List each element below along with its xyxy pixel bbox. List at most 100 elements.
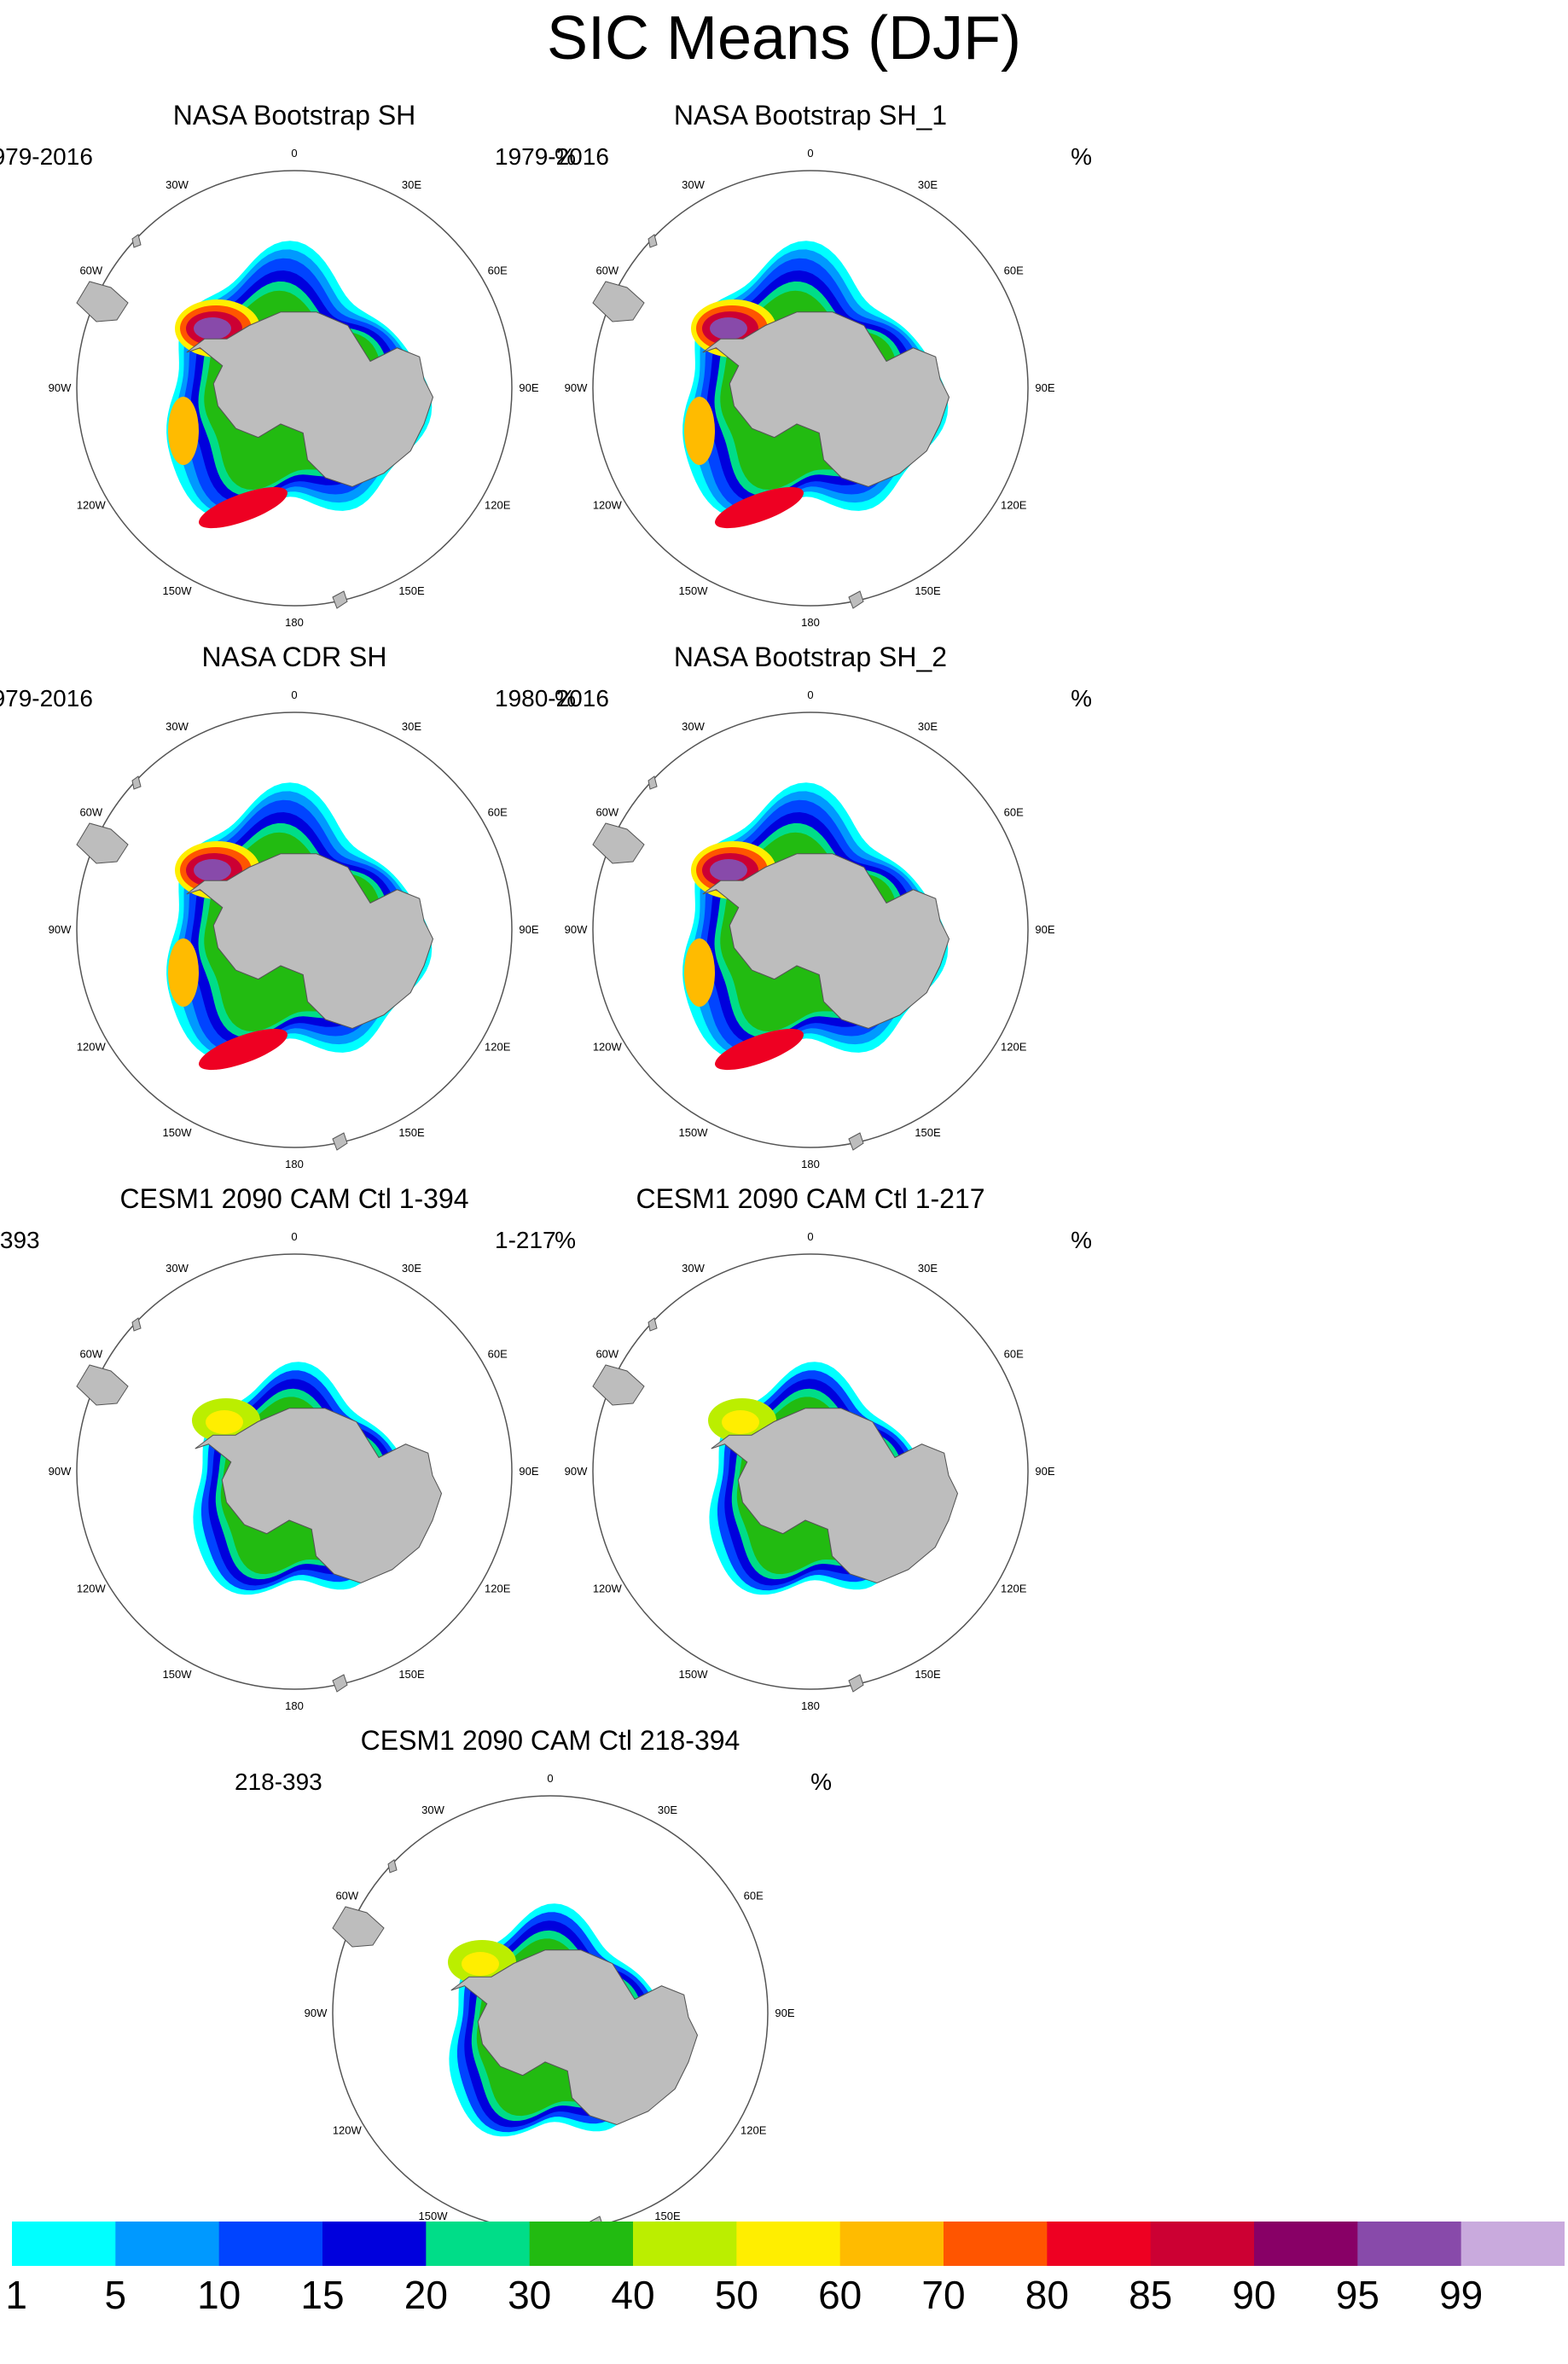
longitude-label: 90E <box>775 2007 794 2019</box>
longitude-label: 0 <box>807 688 813 701</box>
longitude-label: 180 <box>285 616 304 629</box>
south-america-land <box>76 822 129 864</box>
antarctica-land <box>450 1949 699 2126</box>
polar-map: 0 30E 60E 90E 120E 150E 180 150W 120W 90W 60W 30W <box>565 688 1055 1170</box>
colorbar-tick-label: 40 <box>611 2273 655 2317</box>
longitude-label: 30E <box>402 720 421 733</box>
panel-period: 1979-2016 <box>0 143 93 170</box>
longitude-label: 120E <box>485 499 511 512</box>
colorbar-bin <box>1150 2222 1255 2266</box>
longitude-label: 30E <box>918 1262 938 1275</box>
longitude-label: 60E <box>1004 806 1024 819</box>
longitude-label: 60E <box>488 264 508 277</box>
map-boundary <box>76 712 513 1148</box>
longitude-label: 60W <box>595 806 618 819</box>
longitude-label: 60E <box>488 806 508 819</box>
sic-contour <box>684 938 715 1007</box>
map-panel: NASA Bootstrap SH_2 1980-2016% 0 30E 60E 90E 1… <box>495 640 1126 1170</box>
new-zealand-land <box>848 590 864 609</box>
map-panel: CESM1 2090 CAM Ctl 1-394 1-393% 0 30E 60E 90E… <box>0 1182 610 1712</box>
colorbar-tick-label: 1 <box>5 2273 27 2317</box>
colorbar-tick-label: 90 <box>1232 2273 1276 2317</box>
island-land <box>131 775 142 790</box>
colorbar-bin <box>1357 2222 1462 2266</box>
colorbar-tick-label: 99 <box>1439 2273 1484 2317</box>
longitude-label: 120W <box>593 1041 623 1054</box>
south-america-land <box>592 822 645 864</box>
colorbar-tick-label: 60 <box>818 2273 862 2317</box>
sic-contour <box>710 859 747 881</box>
sic-contour <box>684 397 715 465</box>
longitude-label: 60E <box>744 1890 764 1902</box>
longitude-label: 60E <box>1004 264 1024 277</box>
panel-unit: % <box>1071 143 1092 170</box>
sic-contour <box>462 1952 499 1976</box>
antarctica-land <box>702 311 950 488</box>
colorbar-bin <box>1461 2222 1565 2266</box>
colorbar-bin <box>426 2222 531 2266</box>
longitude-label: 60W <box>79 1348 102 1361</box>
longitude-label: 30E <box>918 178 938 191</box>
longitude-label: 30E <box>402 1262 421 1275</box>
panel-title: NASA CDR SH <box>201 642 387 672</box>
longitude-label: 90E <box>1035 1465 1054 1478</box>
colorbar-tick-label: 50 <box>714 2273 758 2317</box>
longitude-label: 120E <box>1001 499 1027 512</box>
longitude-label: 0 <box>291 1230 297 1243</box>
longitude-label: 180 <box>801 1158 820 1170</box>
longitude-label: 0 <box>807 1230 813 1243</box>
longitude-label: 30E <box>658 1803 677 1816</box>
longitude-label: 30W <box>166 178 189 191</box>
longitude-label: 150E <box>398 1668 425 1681</box>
longitude-label: 0 <box>291 688 297 701</box>
colorbar-tick-label: 85 <box>1129 2273 1173 2317</box>
longitude-label: 150W <box>679 584 709 597</box>
panel-period: 1980-2016 <box>495 685 609 712</box>
longitude-label: 120W <box>333 2124 363 2137</box>
longitude-label: 60W <box>79 806 102 819</box>
colorbar-tick-label: 70 <box>921 2273 966 2317</box>
antarctica-land <box>186 853 434 1030</box>
sic-contour <box>199 486 287 529</box>
longitude-label: 90W <box>49 1465 72 1478</box>
panel-period: 218-393 <box>235 1769 322 1795</box>
map-boundary <box>592 1253 1029 1690</box>
longitude-label: 180 <box>801 616 820 629</box>
longitude-label: 30W <box>682 720 705 733</box>
colorbar-bin <box>12 2222 116 2266</box>
antarctica-land <box>186 311 434 488</box>
new-zealand-land <box>332 590 348 609</box>
longitude-label: 150E <box>915 584 941 597</box>
longitude-label: 120E <box>485 1041 511 1054</box>
sic-contour <box>168 397 199 465</box>
colorbar-tick-label: 95 <box>1335 2273 1379 2317</box>
longitude-label: 120E <box>1001 1041 1027 1054</box>
sic-contour <box>710 317 747 340</box>
panel-title: NASA Bootstrap SH_2 <box>673 642 948 672</box>
map-panel: CESM1 2090 CAM Ctl 1-217 1-217% 0 30E 60E 90E… <box>495 1182 1126 1712</box>
colorbar-labels: 1 5 10 15 20 30 40 50 60 70 80 85 90 95 99 <box>0 2271 1568 2322</box>
longitude-label: 30W <box>166 1262 189 1275</box>
panel-unit: % <box>555 685 576 712</box>
longitude-label: 60W <box>595 1348 618 1361</box>
panel-unit: % <box>555 143 576 170</box>
south-america-land <box>76 281 129 322</box>
longitude-label: 120W <box>593 499 623 512</box>
panel-unit: % <box>1071 1227 1092 1253</box>
polar-map: 0 30E 60E 90E 120E 150E 180 150W 120W 90W 60W 30W <box>565 1230 1055 1712</box>
antarctica-land <box>195 1408 443 1584</box>
longitude-label: 90W <box>305 2007 328 2019</box>
panel-period: 1-217 <box>495 1227 556 1253</box>
longitude-label: 120E <box>485 1583 511 1595</box>
sic-contour <box>715 1028 804 1071</box>
longitude-label: 60W <box>79 264 102 277</box>
colorbar-tick-label: 80 <box>1025 2273 1069 2317</box>
longitude-label: 30E <box>402 178 421 191</box>
colorbar-tick-label: 30 <box>508 2273 552 2317</box>
longitude-label: 90E <box>519 1465 538 1478</box>
map-panel: NASA Bootstrap SH_1 1979-2016% 0 30E 60E 90E 1… <box>495 98 1126 629</box>
longitude-label: 150W <box>419 2210 449 2222</box>
colorbar-tick-label: 20 <box>404 2273 448 2317</box>
longitude-label: 150E <box>654 2210 681 2222</box>
longitude-label: 30W <box>166 720 189 733</box>
